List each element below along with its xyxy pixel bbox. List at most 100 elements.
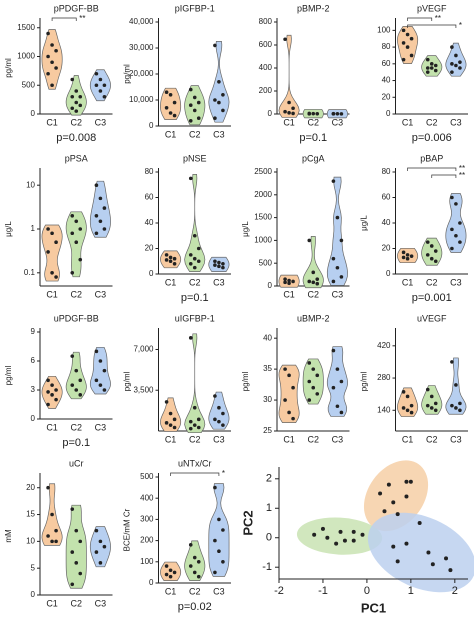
data-point bbox=[74, 561, 79, 565]
y-tick-label: 2 bbox=[266, 473, 272, 485]
data-point bbox=[458, 221, 462, 225]
violin bbox=[302, 236, 324, 289]
violin bbox=[421, 385, 443, 415]
data-point bbox=[429, 394, 434, 399]
data-point bbox=[217, 260, 221, 265]
data-point bbox=[307, 361, 312, 365]
data-point bbox=[450, 246, 454, 251]
data-point bbox=[283, 109, 287, 114]
x-tick-label: C3 bbox=[450, 277, 462, 287]
data-point bbox=[311, 385, 316, 390]
x-tick-label: C1 bbox=[165, 277, 177, 287]
data-point bbox=[98, 77, 103, 82]
data-point bbox=[287, 100, 291, 105]
violin bbox=[302, 358, 324, 405]
data-point bbox=[188, 103, 193, 107]
panel-title: pBMP-2 bbox=[297, 3, 330, 13]
data-point bbox=[425, 387, 430, 392]
data-point bbox=[213, 98, 217, 102]
panel-title: pIGFBP-1 bbox=[175, 3, 215, 13]
data-point bbox=[360, 532, 365, 537]
x-tick-label: C3 bbox=[213, 586, 225, 596]
data-point bbox=[192, 555, 197, 560]
x-tick-label: C2 bbox=[307, 434, 319, 444]
data-point bbox=[221, 262, 225, 266]
data-point bbox=[46, 250, 50, 254]
y-tick-label: 100 bbox=[140, 557, 154, 566]
y-axis-label: pg/ml bbox=[360, 371, 369, 391]
data-point bbox=[450, 62, 454, 66]
data-point bbox=[188, 253, 193, 257]
data-point bbox=[401, 390, 406, 394]
x-tick-label: C3 bbox=[95, 289, 107, 299]
y-tick-label: 0 bbox=[268, 281, 273, 290]
x-tick-label: C1 bbox=[402, 117, 414, 127]
data-point bbox=[339, 238, 344, 243]
data-point bbox=[213, 570, 217, 575]
data-point bbox=[454, 53, 458, 58]
data-point bbox=[283, 37, 287, 42]
data-point bbox=[448, 568, 453, 573]
panel-title: pCgA bbox=[302, 153, 325, 163]
x-tick-label: C3 bbox=[332, 117, 344, 127]
data-point bbox=[213, 259, 217, 264]
data-point bbox=[168, 423, 173, 427]
data-point bbox=[164, 258, 169, 262]
p-value: p=0.006 bbox=[412, 132, 452, 144]
data-point bbox=[192, 423, 197, 427]
data-point bbox=[454, 233, 458, 238]
data-point bbox=[339, 275, 344, 279]
data-point bbox=[217, 80, 221, 84]
x-tick-label: C1 bbox=[46, 598, 58, 608]
data-point bbox=[98, 89, 103, 93]
y-tick-label: 100 bbox=[377, 25, 391, 34]
data-point bbox=[50, 83, 54, 88]
data-point bbox=[102, 83, 107, 88]
data-point bbox=[351, 529, 356, 534]
data-point bbox=[291, 279, 295, 284]
data-point bbox=[172, 262, 177, 266]
significance-bracket bbox=[170, 472, 220, 476]
x-tick-label: C2 bbox=[426, 277, 438, 287]
data-point bbox=[307, 379, 312, 384]
data-point bbox=[331, 179, 336, 183]
data-point bbox=[98, 219, 103, 224]
y-tick-label: 400 bbox=[259, 63, 273, 72]
data-point bbox=[409, 410, 414, 415]
data-point bbox=[312, 532, 317, 537]
data-point bbox=[335, 215, 340, 220]
significance-label: * bbox=[222, 469, 225, 478]
data-point bbox=[405, 394, 410, 399]
data-point bbox=[426, 550, 431, 555]
data-point bbox=[196, 116, 201, 120]
x-tick-label: C2 bbox=[70, 598, 82, 608]
y-tick-label: 40 bbox=[382, 218, 391, 227]
violin bbox=[421, 55, 443, 77]
data-point bbox=[196, 560, 201, 564]
data-point bbox=[307, 398, 312, 402]
violin bbox=[184, 333, 206, 434]
y-tick-label: 5 bbox=[31, 563, 36, 572]
p-value: p=0.001 bbox=[412, 292, 452, 304]
x-tick-label: -1 bbox=[318, 585, 328, 597]
y-tick-label: 0 bbox=[31, 109, 36, 118]
significance-bracket bbox=[407, 24, 457, 28]
y-tick-label: 0 bbox=[31, 590, 36, 599]
data-point bbox=[70, 582, 75, 587]
data-point bbox=[188, 119, 193, 123]
data-point bbox=[54, 66, 58, 70]
data-point bbox=[46, 31, 50, 36]
data-point bbox=[74, 100, 79, 105]
data-point bbox=[70, 354, 75, 358]
y-tick-label: 1 bbox=[31, 224, 36, 233]
y-tick-label: 400 bbox=[140, 493, 154, 502]
data-point bbox=[94, 83, 99, 88]
data-point bbox=[54, 539, 58, 544]
data-point bbox=[458, 66, 462, 70]
x-tick-label: C2 bbox=[70, 422, 82, 432]
y-tick-label: 1 bbox=[266, 502, 272, 514]
data-point bbox=[401, 41, 406, 45]
x-tick-label: 2 bbox=[452, 585, 458, 597]
data-point bbox=[405, 32, 410, 37]
